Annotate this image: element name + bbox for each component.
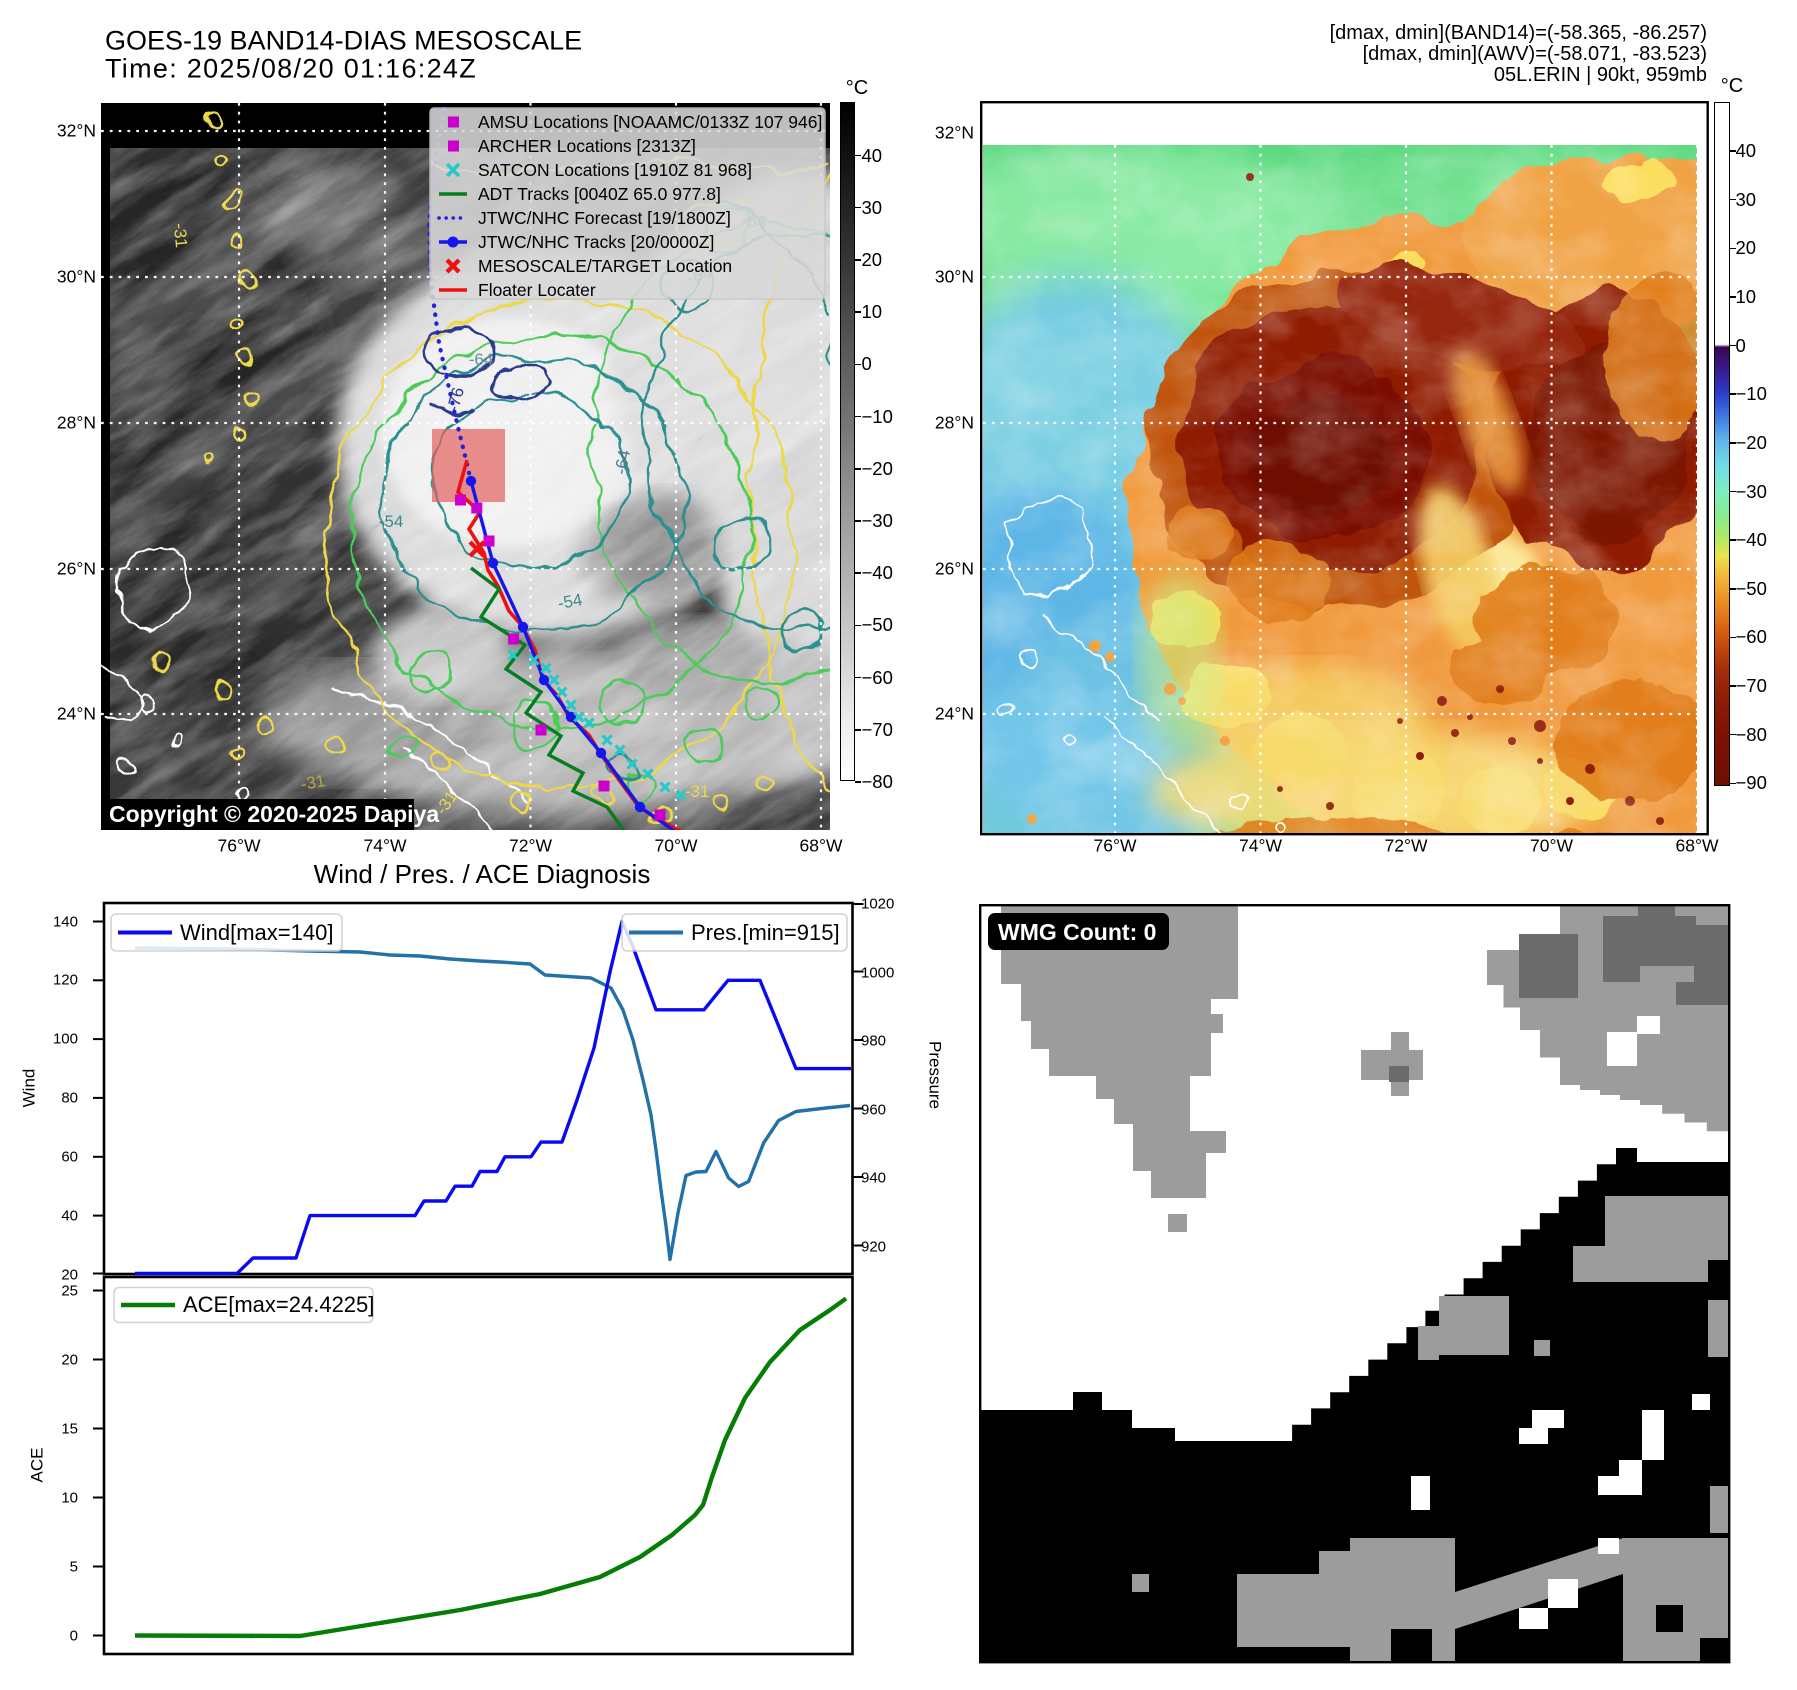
svg-text:JTWC/NHC Tracks [20/0000Z]: JTWC/NHC Tracks [20/0000Z] bbox=[478, 232, 714, 252]
svg-text:AMSU Locations [NOAAMC/0133Z 1: AMSU Locations [NOAAMC/0133Z 107 946] bbox=[478, 112, 822, 132]
svg-text:-54: -54 bbox=[556, 590, 584, 613]
svg-text:MESOSCALE/TARGET Location: MESOSCALE/TARGET Location bbox=[478, 256, 732, 276]
svg-text:-64: -64 bbox=[469, 350, 494, 369]
svg-text:Floater Locater: Floater Locater bbox=[478, 280, 596, 300]
svg-text:Copyright © 2020-2025 Dapiya: Copyright © 2020-2025 Dapiya bbox=[109, 801, 439, 827]
svg-text:ARCHER Locations [2313Z]: ARCHER Locations [2313Z] bbox=[478, 136, 696, 156]
svg-text:Wind[max=140]: Wind[max=140] bbox=[180, 920, 333, 945]
svg-text:JTWC/NHC Forecast [19/1800Z]: JTWC/NHC Forecast [19/1800Z] bbox=[478, 208, 731, 228]
svg-text:WMG Count: 0: WMG Count: 0 bbox=[998, 919, 1156, 945]
svg-text:-64: -64 bbox=[611, 448, 634, 476]
svg-text:ACE[max=24.4225]: ACE[max=24.4225] bbox=[183, 1292, 374, 1317]
svg-text:-54: -54 bbox=[379, 512, 404, 531]
svg-text:SATCON Locations [1910Z 81 968: SATCON Locations [1910Z 81 968] bbox=[478, 160, 752, 180]
svg-text:-31: -31 bbox=[685, 782, 710, 801]
svg-text:-31: -31 bbox=[170, 222, 191, 248]
svg-text:Pres.[min=915]: Pres.[min=915] bbox=[691, 920, 840, 945]
svg-text:-31: -31 bbox=[299, 771, 327, 794]
svg-text:ADT Tracks [0040Z 65.0 977.8]: ADT Tracks [0040Z 65.0 977.8] bbox=[478, 184, 721, 204]
